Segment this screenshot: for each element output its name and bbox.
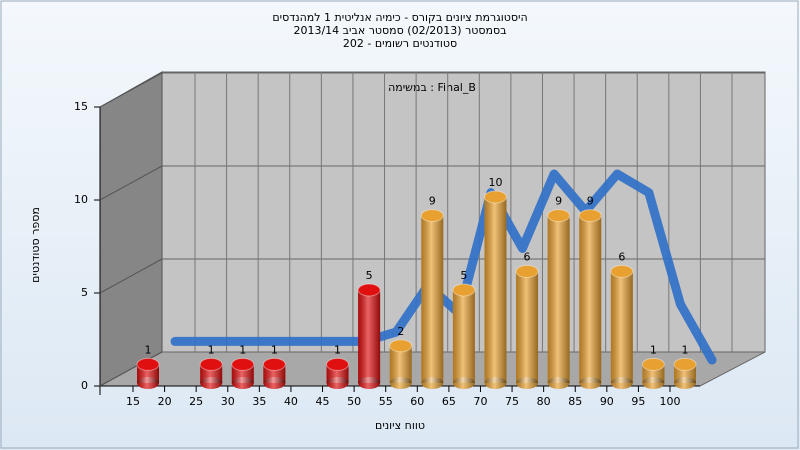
bar-shade bbox=[484, 197, 507, 383]
bar-shade bbox=[358, 290, 381, 383]
x-tick-label: 30 bbox=[221, 395, 235, 408]
x-tick-label: 40 bbox=[284, 395, 298, 408]
bar-shade bbox=[610, 271, 633, 383]
grid-line bbox=[99, 351, 163, 387]
bar-base-shade bbox=[452, 377, 475, 389]
x-tick-label: 25 bbox=[189, 395, 203, 408]
trend-ribbon bbox=[170, 169, 717, 365]
x-tick-label: 35 bbox=[252, 395, 266, 408]
data-label: 9 bbox=[429, 195, 436, 208]
chart-title: בסמסטר (02/2013) סמסטר אביב 2013/14 bbox=[293, 24, 506, 37]
data-label: 6 bbox=[524, 250, 531, 263]
bar-base-shade bbox=[642, 377, 665, 389]
data-label: 2 bbox=[397, 325, 404, 338]
data-label: 1 bbox=[239, 343, 246, 356]
x-tick-label: 60 bbox=[410, 395, 424, 408]
x-tick-label: 70 bbox=[473, 395, 487, 408]
x-tick-label: 15 bbox=[126, 395, 140, 408]
bar-top bbox=[420, 209, 444, 223]
bar-base-shade bbox=[674, 377, 696, 389]
bar-top bbox=[357, 283, 381, 297]
x-tick-label: 50 bbox=[347, 395, 361, 408]
grid-line bbox=[99, 72, 163, 108]
bar-base-shade bbox=[610, 377, 633, 389]
bar-top bbox=[326, 357, 350, 371]
bar-top bbox=[231, 357, 255, 371]
bar-base-shade bbox=[579, 377, 602, 389]
data-label: 1 bbox=[271, 343, 278, 356]
y-tick-label: 10 bbox=[74, 193, 88, 206]
bar-base-shade bbox=[137, 377, 159, 389]
chart-title: סטודנטים רשומים - 202 bbox=[343, 37, 457, 50]
x-tick-label: 45 bbox=[316, 395, 330, 408]
data-label: 1 bbox=[650, 343, 657, 356]
bar-base-shade bbox=[231, 377, 254, 389]
grid-line bbox=[99, 165, 163, 201]
bar-base-shade bbox=[358, 377, 381, 389]
bar-base-shade bbox=[484, 377, 507, 389]
bar-top bbox=[578, 209, 602, 223]
data-label: 5 bbox=[460, 269, 467, 282]
bar-top bbox=[199, 357, 223, 371]
bar-top bbox=[262, 357, 286, 371]
x-tick-label: 75 bbox=[505, 395, 519, 408]
bar-shade bbox=[452, 290, 475, 383]
data-label: 9 bbox=[555, 195, 562, 208]
bar-top bbox=[136, 357, 160, 371]
bar-top bbox=[673, 357, 697, 371]
bar-base-shade bbox=[421, 377, 444, 389]
bar-top bbox=[547, 209, 571, 223]
data-label: 9 bbox=[587, 195, 594, 208]
bar-base-shade bbox=[200, 377, 223, 389]
x-tick-label: 65 bbox=[442, 395, 456, 408]
bar-shade bbox=[547, 215, 570, 383]
y-axis-title: מספר סטודנטים bbox=[29, 207, 42, 283]
bar-shade bbox=[389, 345, 412, 383]
annotation: במשימה : Final_B bbox=[388, 81, 476, 94]
bar-top bbox=[610, 264, 634, 278]
data-label: 6 bbox=[618, 250, 625, 263]
x-tick-label: 55 bbox=[379, 395, 393, 408]
bar-top bbox=[483, 190, 507, 204]
data-label: 5 bbox=[366, 269, 373, 282]
bar-shade bbox=[421, 215, 444, 383]
side-wall bbox=[99, 71, 163, 387]
data-label: 1 bbox=[682, 343, 689, 356]
bar-top bbox=[389, 339, 413, 353]
y-tick-label: 15 bbox=[74, 100, 88, 113]
y-tick-label: 5 bbox=[81, 286, 88, 299]
bar-base-shade bbox=[389, 377, 412, 389]
x-tick-label: 85 bbox=[568, 395, 582, 408]
bar-top bbox=[452, 283, 476, 297]
x-tick-label: 95 bbox=[631, 395, 645, 408]
bar-base-shade bbox=[516, 377, 539, 389]
y-tick-label: 0 bbox=[81, 379, 88, 392]
bar-shade bbox=[579, 215, 602, 383]
x-axis-title: טווח ציונים bbox=[375, 419, 425, 432]
data-label: 10 bbox=[488, 176, 502, 189]
bar-base-shade bbox=[326, 377, 349, 389]
grid-line bbox=[99, 258, 163, 294]
bar-base-shade bbox=[263, 377, 286, 389]
data-label: 1 bbox=[145, 343, 152, 356]
bar-top bbox=[641, 357, 665, 371]
bar-base-shade bbox=[547, 377, 570, 389]
bar-shade bbox=[516, 271, 539, 383]
x-tick-label: 80 bbox=[537, 395, 551, 408]
data-label: 1 bbox=[208, 343, 215, 356]
data-label: 1 bbox=[334, 343, 341, 356]
bar-top bbox=[515, 264, 539, 278]
x-tick-label: 20 bbox=[158, 395, 172, 408]
x-tick-label: 100 bbox=[660, 395, 681, 408]
chart-title: היסטוגרמת ציונים בקורס - כימיה אנליטית 1… bbox=[272, 11, 527, 24]
x-tick-label: 90 bbox=[600, 395, 614, 408]
